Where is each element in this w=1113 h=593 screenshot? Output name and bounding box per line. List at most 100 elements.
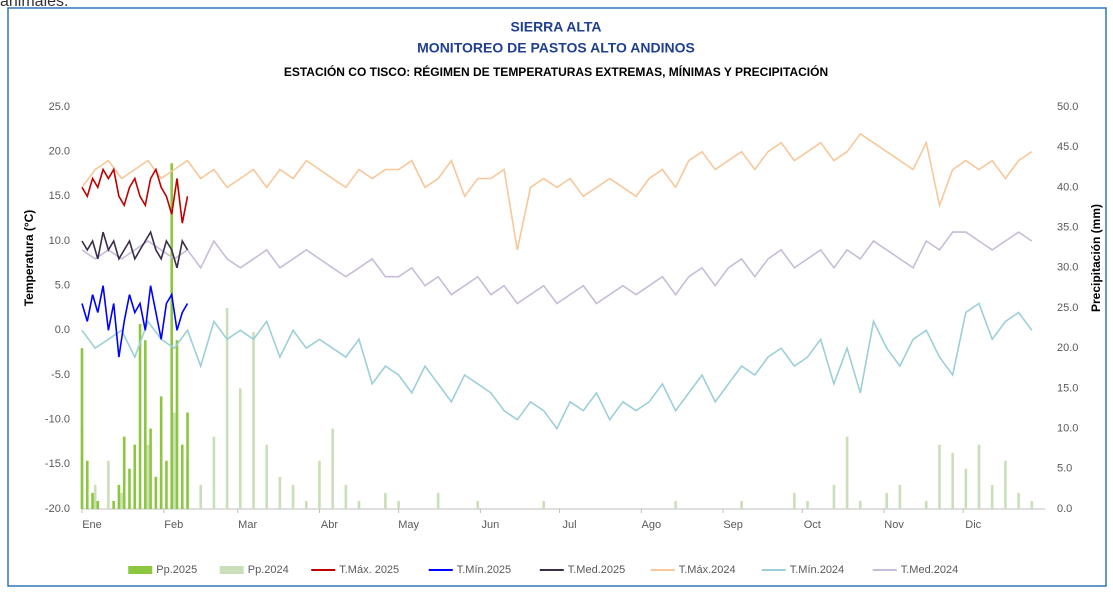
y2-tick-label: 5.0	[1057, 463, 1072, 475]
y-tick-label: -15.0	[45, 458, 70, 470]
y-tick-label: 0.0	[55, 324, 70, 336]
precip-bar	[436, 492, 440, 509]
legend-label: T.Mín.2025	[457, 564, 511, 576]
precip-bar	[859, 500, 862, 509]
y2-tick-label: 45.0	[1057, 141, 1078, 153]
y2-tick-label: 35.0	[1057, 222, 1078, 234]
x-tick-label: Dic	[965, 519, 981, 531]
precip-bar	[832, 484, 836, 509]
precip-bar	[107, 460, 110, 509]
precip-bar	[977, 444, 981, 509]
precip-bar	[674, 500, 677, 509]
precip-bar	[964, 468, 968, 509]
precip-bar	[159, 396, 163, 509]
y2-tick-label: 0.0	[1057, 503, 1072, 515]
legend-label: Pp.2025	[156, 564, 197, 576]
y2-tick-label: 10.0	[1057, 423, 1078, 435]
precip-bar	[1017, 492, 1020, 509]
temp-line	[81, 285, 189, 358]
y-tick-label: -10.0	[45, 414, 70, 426]
temp-line	[81, 167, 189, 224]
precip-bar	[138, 324, 142, 509]
precip-bar	[186, 412, 189, 509]
precip-bar	[291, 484, 295, 509]
legend-swatch	[219, 566, 244, 574]
precip-bar	[180, 444, 184, 509]
precip-bar	[924, 500, 928, 509]
legend-label: T.Med.2024	[901, 564, 958, 576]
y-tick-label: 20.0	[49, 146, 70, 158]
legend-label: Pp.2024	[248, 564, 289, 576]
legend-label: T.Máx. 2025	[339, 564, 399, 576]
x-tick-label: Ago	[642, 519, 662, 531]
legend-label: T.Mín.2024	[790, 564, 844, 576]
precip-bar	[344, 484, 348, 509]
y2-tick-label: 25.0	[1057, 302, 1078, 314]
precip-bar	[173, 412, 176, 509]
precip-bar	[225, 308, 229, 509]
precip-bar	[278, 476, 282, 509]
x-tick-label: Oct	[804, 519, 821, 531]
y-axis-title: Temperatura (°C)	[22, 210, 36, 307]
precip-bar	[212, 436, 216, 509]
precip-bar	[938, 444, 941, 509]
precip-bar	[476, 500, 480, 509]
precip-bar	[85, 460, 89, 509]
precip-bar	[845, 436, 849, 509]
y-tick-label: 15.0	[49, 190, 70, 202]
x-tick-label: Ene	[82, 519, 102, 531]
precip-bar	[1004, 460, 1007, 509]
y-tick-label: 5.0	[55, 280, 70, 292]
x-tick-label: Jul	[563, 519, 577, 531]
precip-bar	[170, 163, 174, 509]
x-tick-label: Feb	[164, 519, 183, 531]
chart-title: SIERRA ALTA	[511, 19, 602, 35]
temp-line	[81, 230, 189, 269]
y2-tick-label: 30.0	[1057, 262, 1078, 274]
y-tick-label: 25.0	[49, 101, 70, 113]
x-tick-label: May	[398, 519, 419, 531]
chart-frame	[7, 7, 1107, 587]
precip-bar	[149, 428, 152, 509]
precip-bar	[146, 444, 150, 509]
x-tick-label: Mar	[238, 519, 257, 531]
precip-bar	[357, 500, 361, 509]
chart-subtitle2: ESTACIÓN CO TISCO: RÉGIMEN DE TEMPERATUR…	[284, 64, 828, 79]
precip-bar	[122, 436, 126, 509]
y2-tick-label: 40.0	[1057, 181, 1078, 193]
legend-label: T.Med.2025	[568, 564, 625, 576]
y2-tick-label: 20.0	[1057, 342, 1078, 354]
precip-bar	[898, 484, 902, 509]
temp-line	[81, 231, 1033, 305]
precip-bar	[542, 500, 546, 509]
precip-bar	[165, 460, 168, 509]
precip-bar	[397, 500, 400, 509]
temp-line	[81, 302, 1033, 431]
precip-bar	[331, 428, 334, 509]
x-tick-label: Nov	[884, 519, 904, 531]
precip-bar	[806, 500, 809, 509]
precip-bar	[120, 492, 123, 509]
chart-subtitle: MONITOREO DE PASTOS ALTO ANDINOS	[417, 40, 695, 56]
precip-bar	[793, 492, 796, 509]
x-tick-label: Abr	[321, 519, 338, 531]
precip-bar	[384, 492, 387, 509]
precip-bar	[199, 484, 203, 509]
precip-bar	[117, 484, 121, 509]
x-tick-label: Jun	[482, 519, 500, 531]
precip-bar	[80, 348, 84, 509]
legend-label: T.Máx.2024	[679, 564, 736, 576]
precip-bar	[133, 444, 137, 509]
precip-bar	[96, 500, 100, 509]
precip-bar	[252, 332, 255, 509]
precip-bar	[93, 484, 97, 509]
y2-tick-label: 15.0	[1057, 382, 1078, 394]
x-tick-label: Sep	[723, 519, 743, 531]
precip-bar	[175, 340, 179, 509]
precip-bar	[318, 460, 321, 509]
precip-bar	[990, 484, 994, 509]
precip-bar	[1030, 500, 1034, 509]
precip-bar	[885, 492, 888, 509]
precip-bar	[112, 500, 115, 509]
